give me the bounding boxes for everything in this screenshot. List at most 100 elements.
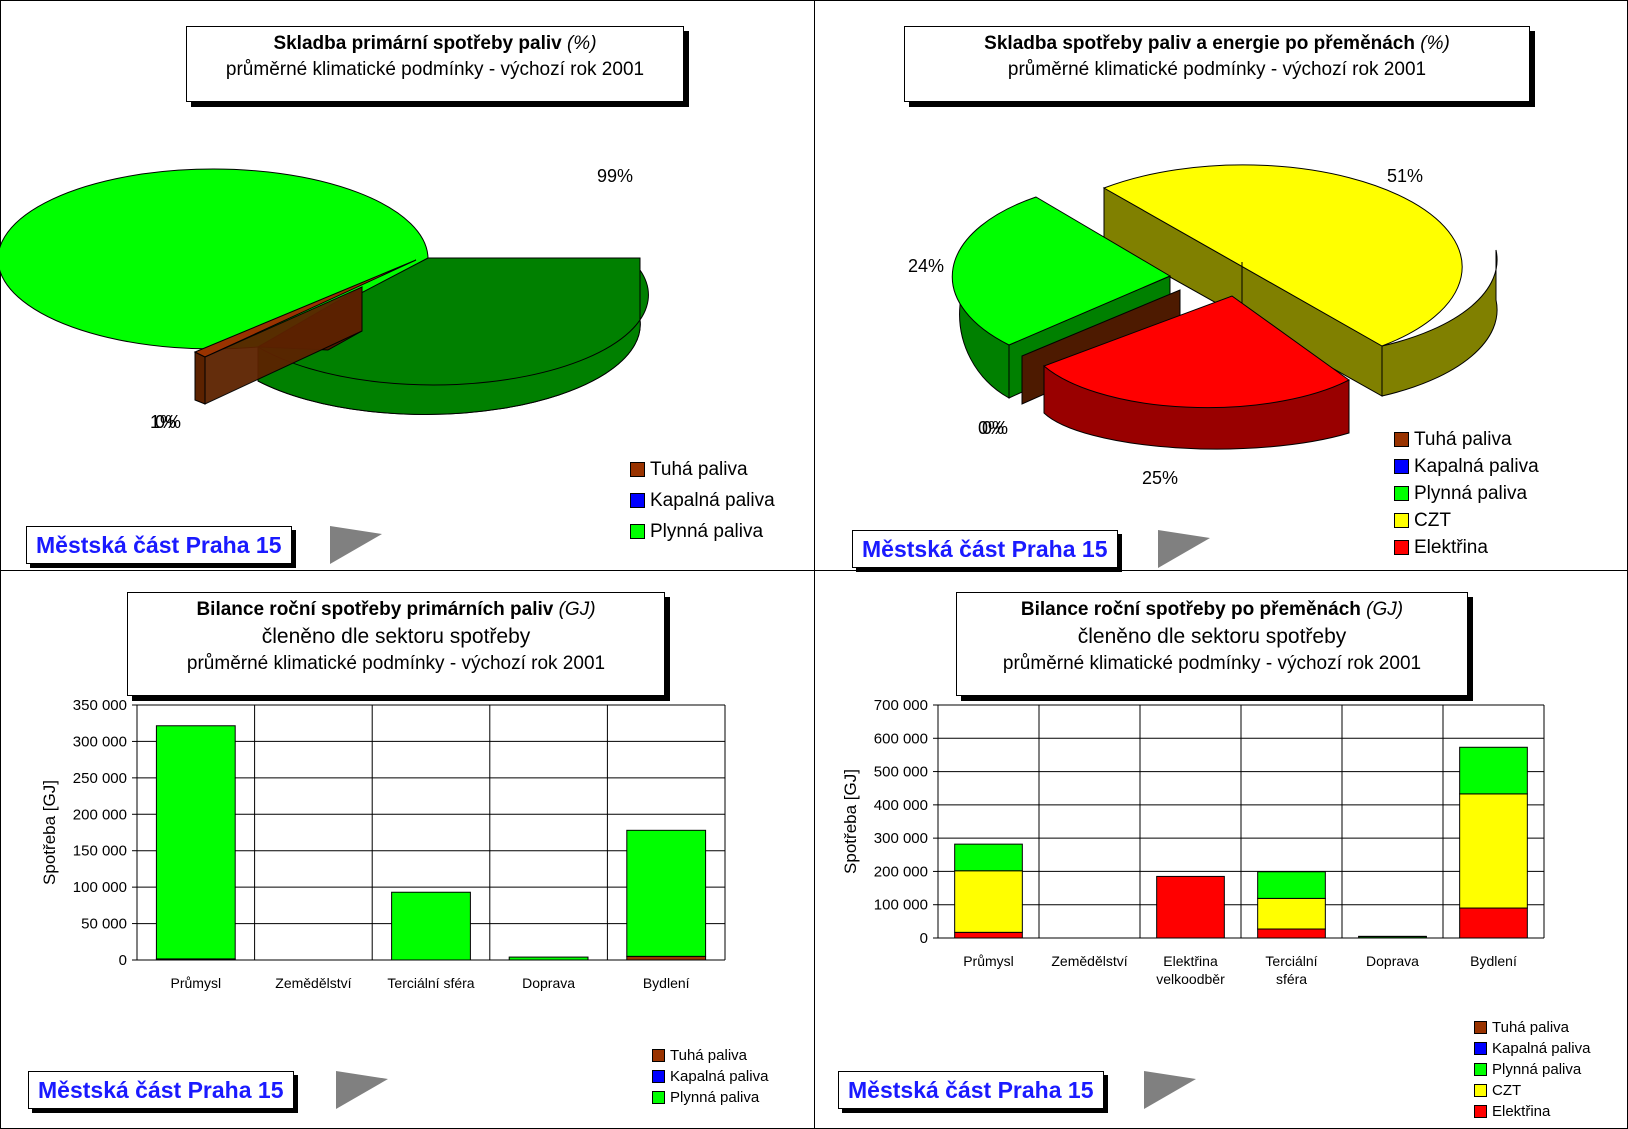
x-tick-label: Zemědělství — [1051, 953, 1127, 969]
chart-title: Bilance roční spotřeby po přeměnách (GJ) — [1020, 599, 1404, 620]
pie-slice-tuha-exploded — [194, 351, 206, 405]
region-label: Městská část Praha 15 — [852, 530, 1118, 568]
legend-swatch — [1474, 1021, 1487, 1034]
y-tick-label: 100 000 — [73, 879, 127, 896]
legend-item: Plynná paliva — [652, 1087, 768, 1108]
y-tick-label: 0 — [119, 952, 127, 969]
bar-segment — [155, 725, 236, 960]
legend-swatch — [1474, 1042, 1487, 1055]
bar-segment — [626, 829, 707, 957]
legend-swatch — [652, 1049, 665, 1062]
y-tick-label: 250 000 — [73, 770, 127, 787]
legend-swatch — [1394, 432, 1409, 447]
legend-item: Tuhá paliva — [1394, 426, 1539, 453]
legend-item: Tuhá paliva — [652, 1045, 768, 1066]
pie-label-tuha: 0% — [978, 418, 1004, 438]
y-tick-label: 500 000 — [874, 764, 928, 781]
pie-label-czt: 51% — [1387, 166, 1423, 186]
pie-label-tuha: 1% — [150, 412, 176, 432]
y-tick-label: 50 000 — [81, 916, 127, 933]
region-label: Městská část Praha 15 — [26, 526, 292, 564]
pie-slice-plynna-top — [951, 196, 1172, 346]
pie-label-plynna: 24% — [908, 256, 944, 276]
legend-item: CZT — [1394, 507, 1539, 534]
bar-segment — [1459, 793, 1528, 909]
y-tick-label: 700 000 — [874, 697, 928, 714]
bar-segment — [508, 956, 589, 961]
chart-subtitle: členěno dle sektoru spotřeby — [1077, 625, 1347, 648]
legend: Tuhá paliva Kapalná paliva Plynná paliva — [630, 454, 775, 547]
chart-title-box: Bilance roční spotřeby po přeměnách (GJ)… — [956, 592, 1468, 696]
chart-title-box: Skladba primární spotřeby paliv (%) prům… — [186, 26, 684, 102]
chart-title-box: Skladba spotřeby paliv a energie po přem… — [904, 26, 1530, 102]
region-label-arrow — [1144, 1071, 1196, 1109]
x-tick-label: Terciální — [1265, 953, 1317, 969]
x-tick-label: Bydlení — [1470, 953, 1517, 969]
y-axis-label: Spotřeba [GJ] — [841, 769, 860, 874]
legend-swatch — [630, 462, 645, 477]
bar-segment — [954, 870, 1023, 933]
y-tick-label: 400 000 — [874, 797, 928, 814]
y-axis-label: Spotřeba [GJ] — [40, 780, 59, 885]
region-label: Městská část Praha 15 — [838, 1071, 1104, 1109]
x-tick-label: Průmysl — [171, 975, 222, 991]
y-tick-label: 0 — [920, 930, 928, 947]
panel-primary-pie: Skladba primární spotřeby paliv (%) prům… — [0, 0, 814, 570]
panel-primary-bar: Bilance roční spotřeby primárních paliv … — [0, 571, 814, 1129]
legend-item: Kapalná paliva — [630, 485, 775, 516]
bar-segment — [1257, 871, 1326, 899]
legend-swatch — [1474, 1084, 1487, 1097]
chart-subtitle-2: průměrné klimatické podmínky - výchozí r… — [1002, 653, 1422, 674]
x-tick-label: Doprava — [522, 975, 575, 991]
legend-item: Tuhá paliva — [1474, 1017, 1590, 1038]
legend-swatch — [1474, 1105, 1487, 1118]
legend-item: Plynná paliva — [1394, 480, 1539, 507]
pie-slice-plynna-side-right — [257, 268, 649, 415]
legend-item: Tuhá paliva — [630, 454, 775, 485]
x-tick-label: Zemědělství — [275, 975, 351, 991]
bar-segment — [626, 955, 707, 961]
bar-segment — [954, 931, 1023, 939]
pie-label-kapalna: 0% — [982, 418, 1008, 438]
pie-label-plynna: 99% — [597, 166, 633, 186]
pie-chart-conversion: 51% 24% 25% 0% 0% — [908, 164, 1498, 488]
x-tick-label: Terciální sféra — [387, 975, 474, 991]
legend-swatch — [652, 1070, 665, 1083]
legend-item: Plynná paliva — [1474, 1059, 1590, 1080]
bar-segment — [391, 891, 471, 961]
y-tick-label: 600 000 — [874, 730, 928, 747]
legend-swatch — [1394, 513, 1409, 528]
chart-title: Skladba spotřeby paliv a energie po přem… — [984, 33, 1450, 54]
x-tick-label: velkoodběr — [1156, 971, 1225, 987]
bar-segment — [1156, 875, 1225, 939]
bar-segment — [1459, 746, 1528, 795]
bar-segment — [1459, 907, 1528, 939]
chart-subtitle: členěno dle sektoru spotřeby — [261, 625, 531, 648]
bar-segment — [1257, 897, 1326, 930]
pie-chart-primary: 99% 1% 0% — [0, 166, 649, 432]
x-tick-label: sféra — [1276, 971, 1307, 987]
pie-slice-czt-side-right — [1381, 249, 1498, 397]
chart-title-box: Bilance roční spotřeby primárních paliv … — [127, 592, 665, 696]
legend: Tuhá paliva Kapalná paliva Plynná paliva… — [1394, 426, 1539, 561]
y-tick-label: 300 000 — [874, 830, 928, 847]
legend-swatch — [630, 524, 645, 539]
legend-item: Kapalná paliva — [1394, 453, 1539, 480]
panel-conversion-bar: Bilance roční spotřeby po přeměnách (GJ)… — [814, 571, 1628, 1129]
legend-item: Elektřina — [1474, 1101, 1590, 1122]
horizontal-divider — [0, 570, 1628, 571]
legend-swatch — [1474, 1063, 1487, 1076]
pie-slice-czt-top — [1102, 164, 1463, 347]
y-tick-label: 150 000 — [73, 843, 127, 860]
legend: Tuhá paliva Kapalná paliva Plynná paliva — [652, 1045, 768, 1108]
bar-chart-primary: 0 50 000 100 000 150 000 200 000 250 000 300 0… — [40, 697, 726, 991]
y-tick-label: 200 000 — [73, 806, 127, 823]
bar-chart-conversion: 0 100 000 200 000 300 000 400 000 500 000 600 … — [841, 697, 1545, 987]
bar-segment — [1257, 928, 1326, 939]
y-tick-label: 200 000 — [874, 863, 928, 880]
legend-swatch — [652, 1091, 665, 1104]
bar-segment — [954, 843, 1023, 872]
legend-swatch — [1394, 486, 1409, 501]
y-tick-label: 350 000 — [73, 697, 127, 714]
pie-slice-elektrina-top — [1043, 295, 1350, 409]
